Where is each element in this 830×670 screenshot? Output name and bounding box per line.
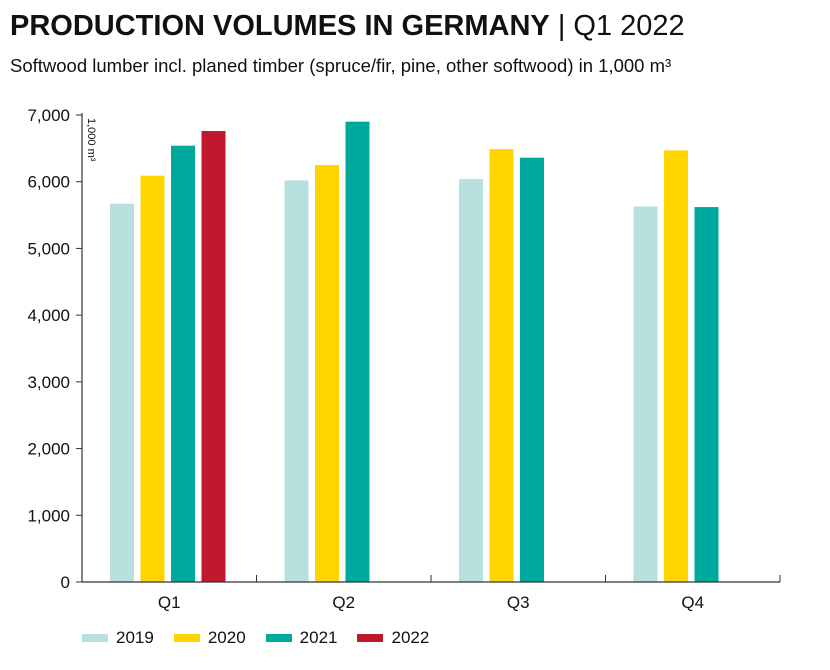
legend-label: 2020: [207, 628, 246, 647]
chart-title-main: PRODUCTION VOLUMES IN GERMANY: [10, 10, 550, 42]
legend-label: 2021: [299, 628, 338, 647]
bar-q4-2019: [633, 206, 658, 583]
bars: [110, 121, 719, 583]
x-tick-label: Q4: [681, 593, 704, 612]
bar-q1-2021: [171, 145, 195, 582]
legend-swatch: [82, 634, 108, 642]
x-axis-labels: Q1 Q2 Q3 Q4: [158, 593, 704, 612]
bar-q1-2019: [110, 203, 134, 583]
chart-title-period: Q1 2022: [573, 10, 685, 42]
x-tick-label: Q2: [332, 593, 355, 612]
chart-title: PRODUCTION VOLUMES IN GERMANY | Q1 2022: [10, 10, 685, 43]
legend-label: 2022: [391, 628, 430, 647]
axes: [81, 113, 781, 583]
bar-q2-2019: [284, 180, 309, 582]
bar-q4-2020: [664, 150, 688, 582]
legend-label: 2019: [116, 628, 154, 647]
bar-q1-2022: [201, 131, 226, 583]
bar-q3-2020: [489, 149, 514, 582]
legend-item-2021: 2021: [265, 628, 338, 648]
y-axis-unit-label: 1,000 m³: [85, 118, 97, 162]
bar-q2-2021: [345, 121, 370, 583]
bar-q2-2020: [315, 165, 339, 583]
y-tick-label: 0: [61, 573, 70, 592]
bar-q3-2021: [520, 157, 544, 582]
legend-item-2022: 2022: [357, 628, 429, 648]
y-tick-label: 1,000: [27, 506, 70, 525]
y-axis-ticks: 0 1,000 2,000 3,000 4,000 5,000 6,000 7,000: [27, 106, 82, 592]
bar-q4-2021: [694, 207, 719, 582]
y-tick-label: 4,000: [27, 306, 70, 325]
legend-item-2019: 2019: [82, 628, 154, 648]
legend-item-2020: 2020: [173, 628, 246, 648]
y-tick-label: 6,000: [27, 173, 70, 192]
x-tick-label: Q3: [507, 593, 530, 612]
chart-subtitle: Softwood lumber incl. planed timber (spr…: [10, 55, 672, 76]
bar-q3-2019: [459, 179, 483, 582]
legend-swatch: [173, 634, 200, 642]
y-tick-label: 5,000: [27, 239, 70, 258]
x-tick-label: Q1: [158, 593, 181, 612]
chart-title-separator: |: [557, 10, 566, 42]
bar-q1-2020: [140, 175, 165, 582]
legend: 2019 2020 2021 2022: [82, 628, 449, 648]
y-tick-label: 7,000: [27, 106, 70, 125]
legend-swatch: [357, 634, 384, 642]
y-tick-label: 2,000: [27, 440, 70, 459]
y-tick-label: 3,000: [27, 373, 70, 392]
legend-swatch: [265, 634, 292, 642]
